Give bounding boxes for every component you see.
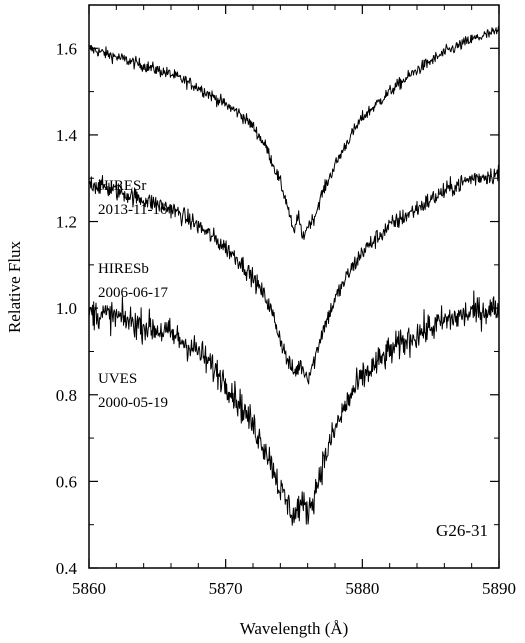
y-tick-label: 0.8 <box>56 386 77 405</box>
series-label-date: 2013-11-16 <box>98 202 168 218</box>
y-tick-label: 1.4 <box>56 126 78 145</box>
series-label-name: HIRESr <box>98 178 146 194</box>
series-label-name: HIRESb <box>98 261 149 277</box>
series-line-2 <box>88 164 500 385</box>
series-label-name: UVES <box>98 371 137 387</box>
x-axis-label: Wavelength (Å) <box>240 619 349 638</box>
series-line-3 <box>88 290 500 526</box>
series-label-date: 2000-05-19 <box>98 395 168 411</box>
series-label-date: 2006-06-17 <box>98 285 168 301</box>
object-label: G26-31 <box>436 521 488 540</box>
series-group <box>88 25 500 526</box>
y-tick-label: 0.4 <box>56 559 78 578</box>
y-tick-label: 0.6 <box>56 472 77 491</box>
y-tick-label: 1.2 <box>56 213 77 232</box>
ticks-group: 5860 5870 5880 5890 0.4 0.6 0.8 1.0 1.2 1.4 1.6 <box>56 5 516 598</box>
x-tick-label: 5860 <box>72 579 106 598</box>
y-tick-label: 1.6 <box>56 39 77 58</box>
x-tick-label: 5880 <box>345 579 379 598</box>
y-tick-label: 1.0 <box>56 299 77 318</box>
y-axis-label: Relative Flux <box>5 240 24 333</box>
x-tick-label: 5890 <box>482 579 516 598</box>
series-labels: HIRESr 2013-11-16 HIRESb 2006-06-17 UVES 2000… <box>98 178 168 411</box>
plot-frame <box>88 4 500 569</box>
series-line-1 <box>88 25 500 240</box>
x-tick-label: 5870 <box>209 579 243 598</box>
